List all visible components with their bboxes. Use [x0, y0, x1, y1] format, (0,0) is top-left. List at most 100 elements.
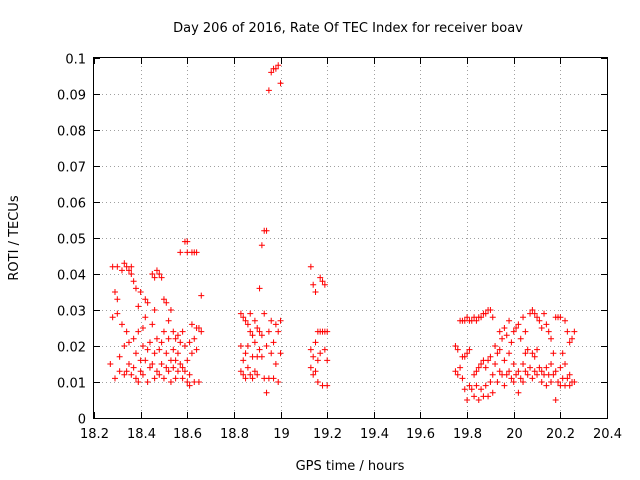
data-point: [492, 343, 499, 349]
data-points: [107, 62, 578, 403]
data-point: [181, 343, 188, 349]
data-point: [307, 364, 314, 371]
data-point: [548, 335, 555, 342]
data-point: [515, 368, 522, 375]
data-point: [536, 317, 543, 324]
data-point: [151, 375, 158, 382]
y-tick-label: 0.02: [57, 341, 86, 356]
data-point: [324, 382, 331, 389]
data-point: [275, 62, 282, 69]
x-tick-label: 20.4: [593, 427, 622, 442]
data-point: [270, 375, 277, 382]
data-point: [564, 375, 571, 382]
data-point: [538, 379, 545, 385]
x-tick-label: 19.4: [360, 427, 389, 442]
data-point: [179, 328, 186, 335]
data-point: [319, 278, 326, 285]
data-point: [317, 274, 324, 281]
data-point: [571, 379, 578, 385]
data-point: [258, 353, 265, 360]
data-point: [158, 274, 165, 281]
data-point: [510, 379, 517, 385]
data-point: [552, 397, 559, 403]
x-tick-label: 20: [506, 427, 523, 442]
data-point: [165, 317, 172, 324]
data-point: [534, 346, 541, 353]
chart-title: Day 206 of 2016, Rate Of TEC Index for r…: [173, 21, 523, 36]
data-point: [310, 371, 317, 378]
data-point: [247, 328, 254, 335]
data-point: [170, 346, 177, 353]
data-point: [149, 271, 156, 277]
data-point: [520, 314, 527, 321]
data-point: [517, 375, 524, 382]
data-point: [501, 325, 508, 331]
x-tick-label: 19.2: [313, 427, 342, 442]
data-point: [508, 339, 515, 346]
data-point: [151, 274, 158, 281]
data-point: [524, 371, 531, 378]
data-point: [543, 364, 550, 371]
data-point: [543, 382, 550, 389]
data-point: [499, 335, 506, 342]
data-point: [513, 325, 520, 331]
data-point: [482, 310, 489, 317]
data-point: [541, 310, 548, 317]
data-point: [251, 317, 258, 324]
data-point: [186, 382, 193, 389]
x-axis-label: GPS time / hours: [296, 459, 405, 474]
data-point: [242, 317, 249, 324]
data-point: [314, 357, 321, 364]
data-point: [149, 321, 156, 328]
data-point: [468, 386, 475, 393]
data-point: [529, 307, 536, 313]
data-point: [471, 393, 478, 400]
data-point: [317, 350, 324, 357]
data-point: [254, 325, 261, 331]
data-point: [312, 339, 319, 346]
data-point: [177, 361, 184, 367]
data-point: [473, 368, 480, 375]
data-point: [557, 314, 564, 321]
data-point: [184, 238, 191, 245]
data-point: [128, 263, 135, 270]
data-point: [158, 339, 165, 346]
data-point: [520, 379, 527, 385]
grid-lines: [94, 58, 607, 418]
data-point: [128, 371, 135, 378]
x-tick-label: 19.6: [406, 427, 435, 442]
data-point: [312, 289, 319, 295]
data-point: [501, 382, 508, 389]
y-tick-label: 0.09: [57, 89, 86, 104]
data-point: [114, 296, 121, 303]
data-point: [244, 364, 251, 371]
data-point: [524, 346, 531, 353]
data-point: [256, 285, 263, 292]
data-point: [310, 281, 317, 288]
data-point: [172, 357, 179, 364]
data-point: [165, 335, 172, 342]
data-point: [237, 343, 244, 349]
data-point: [466, 382, 473, 389]
data-point: [151, 307, 158, 313]
data-point: [513, 371, 520, 378]
x-tick-label: 18.4: [127, 427, 156, 442]
data-point: [111, 375, 118, 382]
data-point: [184, 357, 191, 364]
data-point: [142, 296, 149, 303]
data-point: [531, 353, 538, 360]
data-point: [263, 227, 270, 234]
data-point: [482, 364, 489, 371]
data-point: [534, 371, 541, 378]
data-point: [116, 368, 123, 375]
data-point: [144, 379, 151, 385]
data-point: [153, 267, 160, 274]
data-point: [487, 307, 494, 313]
data-point: [522, 350, 529, 357]
data-point: [478, 361, 485, 367]
y-tick-label: 0.01: [57, 377, 86, 392]
data-point: [251, 339, 258, 346]
data-point: [475, 364, 482, 371]
data-point: [258, 242, 265, 249]
